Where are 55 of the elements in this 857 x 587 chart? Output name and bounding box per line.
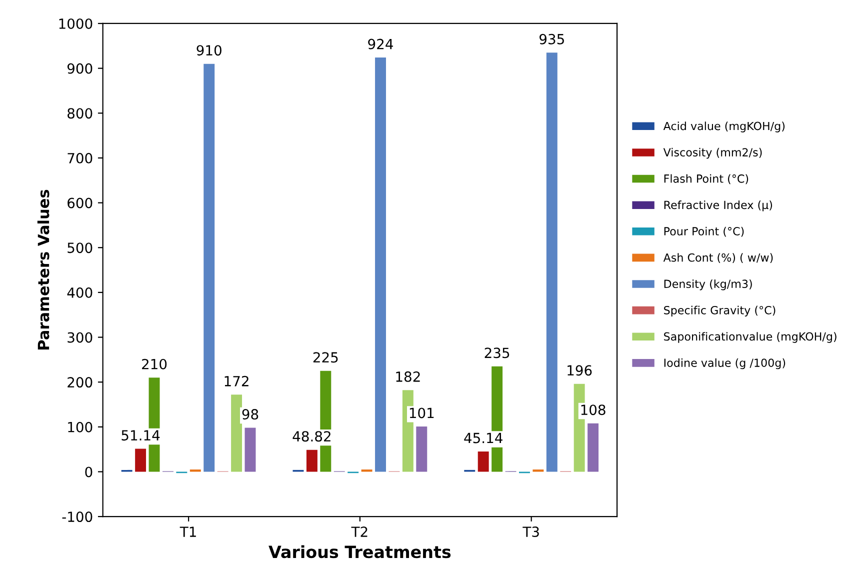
y-tick-label: -100 bbox=[62, 512, 92, 522]
y-tick-label: 200 bbox=[68, 377, 92, 388]
data-label: 172 bbox=[224, 376, 248, 386]
legend-label: Specific Gravity (°C) bbox=[664, 306, 776, 317]
data-label: 225 bbox=[313, 352, 338, 363]
legend-label: Iodine value (g /100g) bbox=[664, 358, 786, 370]
legend-label: Pour Point (°C) bbox=[664, 226, 744, 237]
data-label: 45.14 bbox=[464, 432, 502, 444]
data-label: 210 bbox=[142, 358, 167, 370]
bar bbox=[478, 452, 489, 472]
legend-label: Refractive Index (µ) bbox=[664, 200, 772, 212]
y-tick-label: 400 bbox=[67, 287, 92, 298]
legend-label: Flash Point (°C) bbox=[664, 174, 748, 184]
legend-label: Ash Cont (%) ( w/w) bbox=[663, 253, 773, 264]
y-axis-title: Parameters Values bbox=[37, 190, 50, 350]
x-tick-label: T2 bbox=[351, 526, 368, 537]
x-tick-label: T1 bbox=[180, 526, 196, 537]
data-label: 935 bbox=[540, 34, 564, 44]
legend-label: Acid value (mgKOH/g) bbox=[663, 122, 785, 132]
data-label: 101 bbox=[410, 408, 434, 418]
y-tick-label: 300 bbox=[68, 332, 92, 343]
data-label: 98 bbox=[242, 409, 258, 420]
bar bbox=[244, 428, 256, 472]
data-label: 235 bbox=[484, 348, 510, 358]
y-tick-label: 800 bbox=[68, 108, 92, 119]
data-label: 182 bbox=[396, 371, 420, 382]
bar bbox=[204, 64, 215, 472]
bar bbox=[135, 448, 146, 472]
bar bbox=[190, 469, 201, 472]
bar bbox=[375, 58, 386, 472]
data-label: 108 bbox=[581, 404, 606, 416]
y-tick-label: 100 bbox=[68, 422, 92, 432]
legend-label: Viscosity (mm2/s) bbox=[663, 148, 762, 159]
legend-label: Density (kg/m3) bbox=[664, 279, 752, 290]
bar bbox=[532, 469, 544, 472]
data-label: 48.82 bbox=[292, 431, 330, 442]
data-label: 910 bbox=[196, 45, 222, 56]
y-tick-label: 500 bbox=[68, 242, 92, 254]
bar bbox=[546, 52, 558, 472]
legend-label: Saponificationvalue (mgKOH/g) bbox=[664, 332, 836, 343]
bar bbox=[416, 426, 428, 472]
y-tick-label: 900 bbox=[67, 63, 92, 74]
bar bbox=[588, 423, 599, 472]
bar bbox=[231, 394, 242, 472]
y-tick-label: 700 bbox=[68, 152, 92, 164]
y-tick-label: 0 bbox=[85, 466, 92, 478]
data-label: 196 bbox=[568, 365, 592, 376]
bar bbox=[361, 469, 372, 472]
data-label: 51.14 bbox=[122, 430, 160, 441]
data-label: 924 bbox=[368, 38, 393, 50]
x-tick-label: T3 bbox=[522, 526, 539, 538]
x-axis-title: Various Treatments bbox=[268, 545, 451, 558]
y-tick-label: 600 bbox=[68, 198, 92, 208]
bar bbox=[306, 450, 318, 472]
y-tick-label: 1000 bbox=[59, 18, 92, 29]
